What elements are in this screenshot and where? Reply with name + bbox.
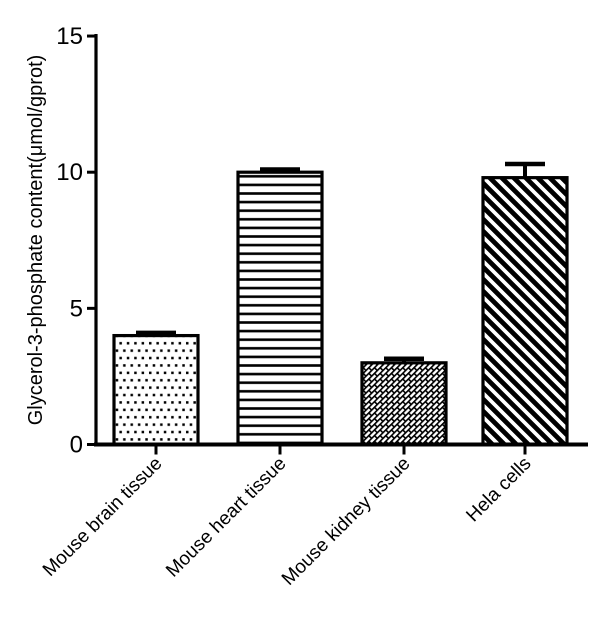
- y-axis-title: Glycerol-3-phosphate content(μmol/gprot): [25, 55, 47, 426]
- x-category-label-mouse-brain-tissue: Mouse brain tissue: [39, 453, 167, 581]
- x-category-label-hela-cells: Hela cells: [462, 453, 535, 526]
- bar-hela-cells: [481, 176, 569, 447]
- x-category-label-mouse-kidney-tissue: Mouse kidney tissue: [278, 453, 415, 590]
- bar-mouse-brain-tissue: [112, 333, 200, 447]
- y-tick-label-5: 5: [70, 295, 83, 322]
- y-tick-label-15: 15: [56, 23, 83, 50]
- bar-mouse-heart-tissue: [236, 170, 324, 447]
- bar-mouse-kidney-tissue: [360, 361, 448, 447]
- x-category-label-mouse-heart-tissue: Mouse heart tissue: [162, 453, 290, 581]
- y-tick-label-0: 0: [70, 432, 83, 459]
- y-tick-label-10: 10: [56, 159, 83, 186]
